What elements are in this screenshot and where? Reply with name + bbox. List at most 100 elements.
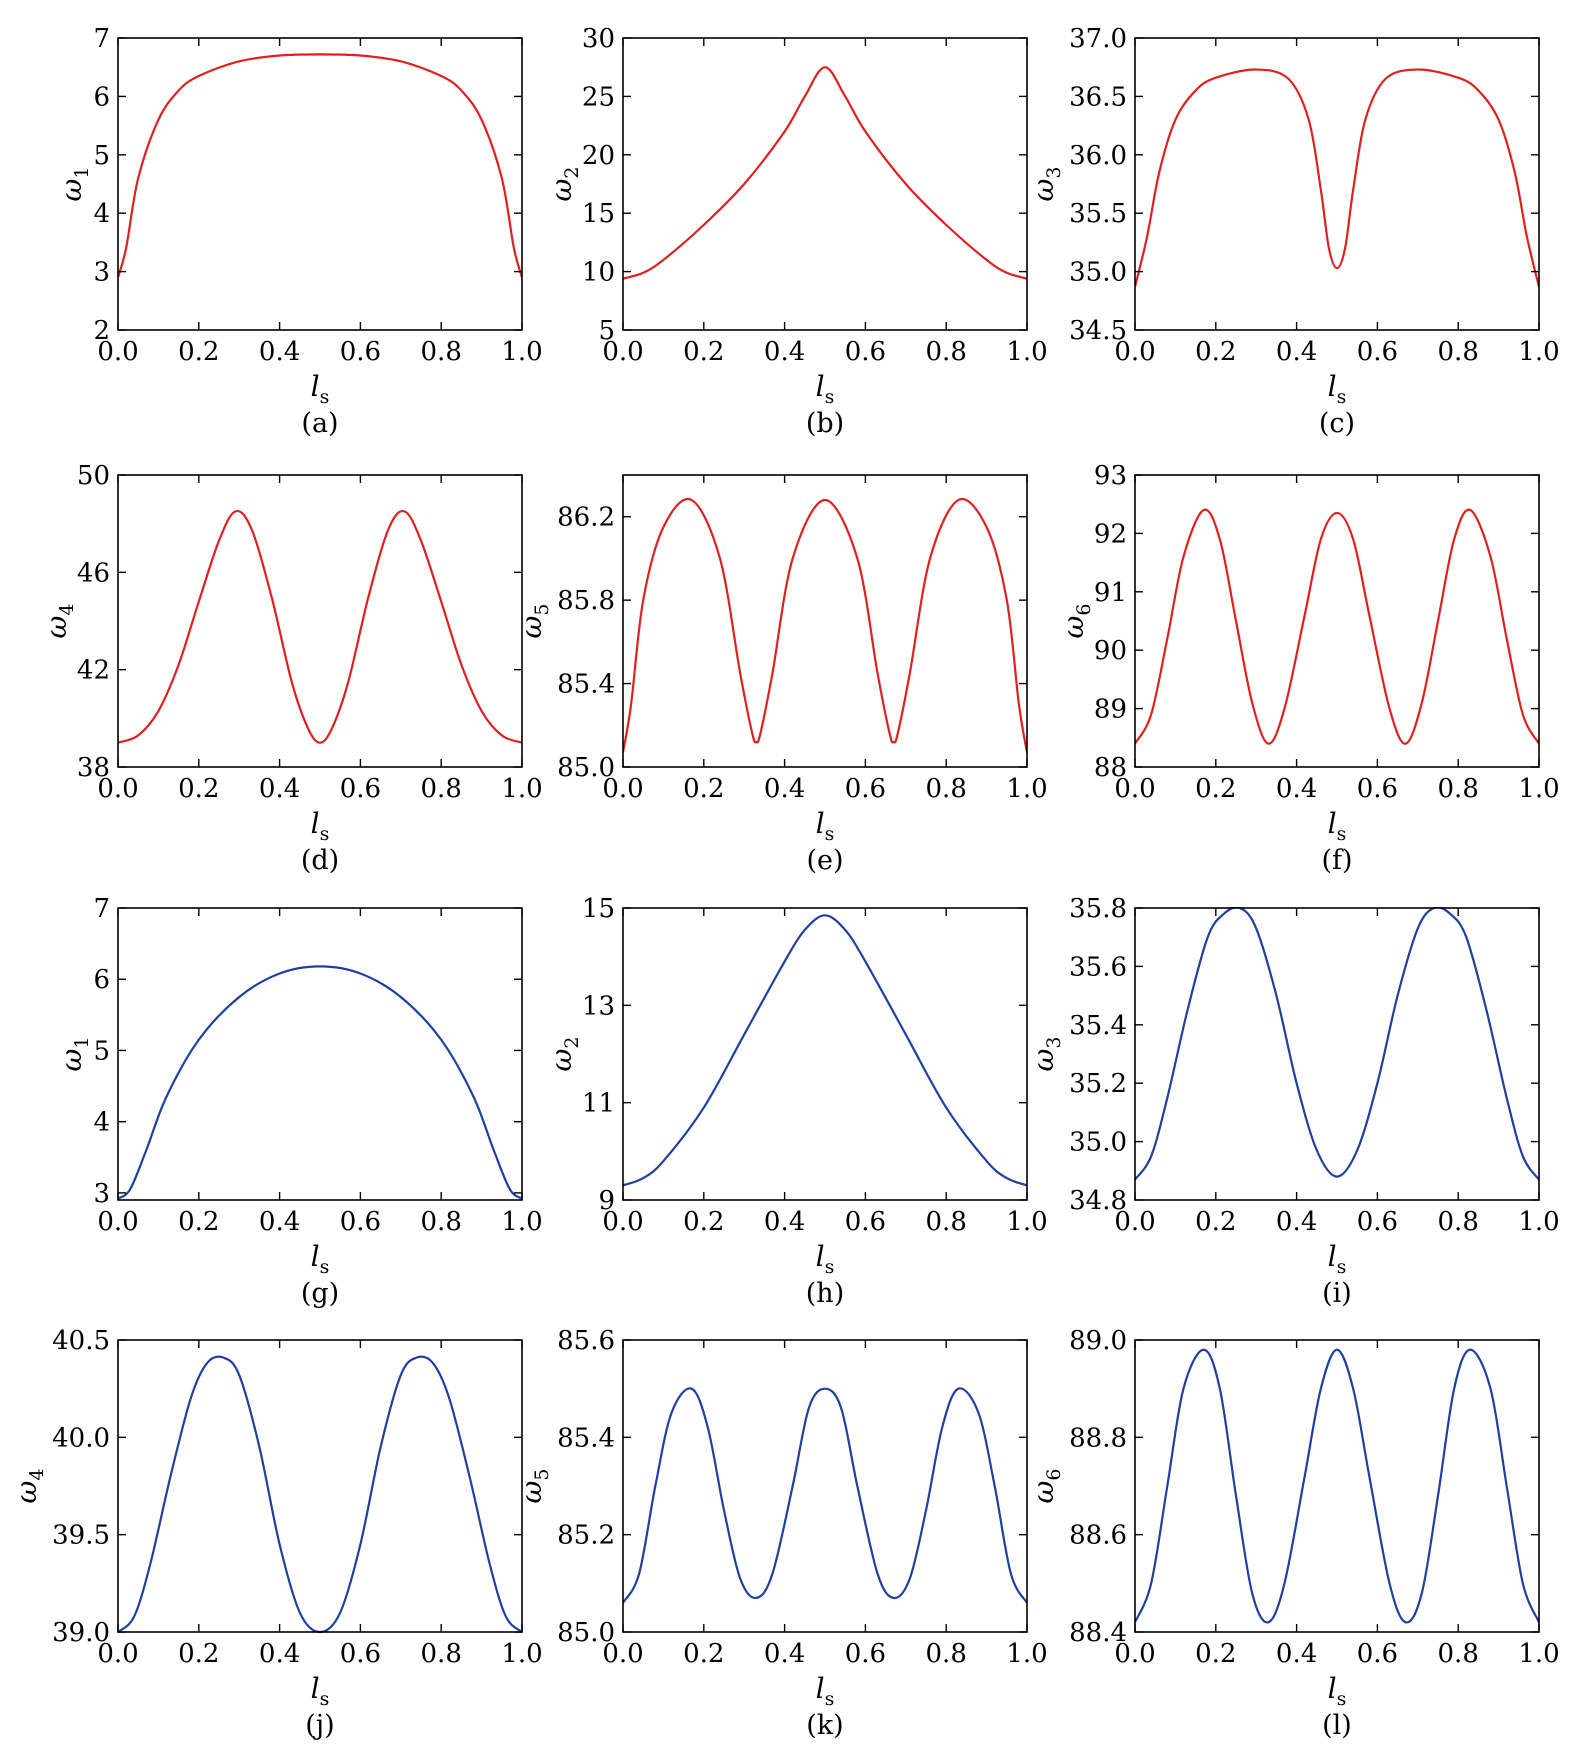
plot-frame xyxy=(1134,474,1540,768)
x-axis-label: ls xyxy=(311,807,330,845)
panel: 0.0 0.2 0.4 0.6 0.8 1.0 88 89 90 91 92 93 ls ω6 (f) xyxy=(1057,461,1560,876)
x-tick-label: 0.8 xyxy=(926,1639,967,1669)
y-axis-label: ω3 xyxy=(1027,167,1065,202)
x-tick-label: 1.0 xyxy=(501,1639,542,1669)
x-tick-label: 0.8 xyxy=(421,774,462,804)
series-line xyxy=(1135,1348,1539,1624)
y-tick-label: 85.2 xyxy=(557,1521,615,1551)
x-tick-label: 0.8 xyxy=(421,337,462,367)
panel-caption: (k) xyxy=(806,1710,843,1741)
plot-frame xyxy=(1134,907,1540,1201)
x-tick-label: 0.6 xyxy=(340,337,381,367)
x-tick-label: 1.0 xyxy=(501,337,542,367)
y-tick-label: 5 xyxy=(93,1036,110,1066)
x-tick-label: 0.4 xyxy=(259,1207,300,1237)
x-tick-label: 0.2 xyxy=(1195,1639,1236,1669)
x-tick-label: 1.0 xyxy=(501,1207,542,1237)
y-tick-label: 11 xyxy=(582,1089,615,1119)
x-tick-label: 0.2 xyxy=(178,1207,219,1237)
x-tick-label: 0.0 xyxy=(1114,1639,1155,1669)
y-axis-label: ω1 xyxy=(55,167,93,202)
x-axis-label: ls xyxy=(816,1240,835,1278)
x-tick-label: 0.2 xyxy=(683,337,724,367)
y-tick-label: 7 xyxy=(93,24,110,54)
y-axis-label: ω3 xyxy=(1027,1037,1065,1072)
x-tick-label: 1.0 xyxy=(1518,774,1559,804)
y-axis-label: ω2 xyxy=(545,1037,583,1072)
series-line xyxy=(623,66,1027,280)
y-tick-label: 7 xyxy=(93,894,110,924)
plot-frame xyxy=(117,37,523,331)
x-tick-label: 0.6 xyxy=(845,1207,886,1237)
y-tick-label: 88.8 xyxy=(1069,1423,1127,1453)
y-axis-label: ω1 xyxy=(55,1037,93,1072)
y-tick-label: 35.4 xyxy=(1069,1011,1127,1041)
panel: 0.0 0.2 0.4 0.6 0.8 1.0 85.0 85.2 85.4 85.6 ls ω5 (k… xyxy=(515,1326,1048,1741)
x-tick-label: 0.0 xyxy=(602,1207,643,1237)
x-tick-label: 0.0 xyxy=(97,1639,138,1669)
series-line xyxy=(1135,907,1539,1181)
x-tick-label: 1.0 xyxy=(501,774,542,804)
plot-frame xyxy=(622,907,1028,1201)
y-tick-label: 35.5 xyxy=(1069,199,1127,229)
x-axis-label: ls xyxy=(816,1672,835,1710)
y-axis-label: ω4 xyxy=(40,604,78,639)
y-tick-label: 13 xyxy=(582,991,615,1021)
x-tick-label: 0.4 xyxy=(259,337,300,367)
panel: 0.0 0.2 0.4 0.6 0.8 1.0 5 10 15 20 25 30 ls ω2 (b) xyxy=(545,24,1048,439)
panel-caption: (i) xyxy=(1322,1278,1352,1309)
x-tick-label: 0.2 xyxy=(1195,774,1236,804)
y-tick-label: 36.5 xyxy=(1069,82,1127,112)
panel-caption: (d) xyxy=(301,845,339,876)
x-tick-label: 0.6 xyxy=(340,1639,381,1669)
x-tick-label: 0.4 xyxy=(1276,774,1317,804)
x-tick-label: 0.2 xyxy=(1195,337,1236,367)
panel-caption: (h) xyxy=(806,1278,844,1309)
y-tick-label: 6 xyxy=(93,82,110,112)
y-tick-label: 10 xyxy=(582,258,615,288)
series-line xyxy=(623,1387,1027,1604)
y-tick-label: 42 xyxy=(77,656,110,686)
x-tick-label: 1.0 xyxy=(1006,1639,1047,1669)
y-tick-label: 34.8 xyxy=(1069,1186,1127,1216)
panel: 0.0 0.2 0.4 0.6 0.8 1.0 34.5 35.0 35.5 36.0 36.5 37… xyxy=(1027,24,1560,439)
y-tick-label: 89 xyxy=(1094,695,1127,725)
y-tick-label: 9 xyxy=(598,1186,615,1216)
x-tick-label: 0.0 xyxy=(602,337,643,367)
y-tick-label: 35.6 xyxy=(1069,952,1127,982)
x-tick-label: 0.2 xyxy=(178,337,219,367)
series-line xyxy=(1135,508,1539,745)
x-tick-label: 0.4 xyxy=(764,337,805,367)
plot-frame xyxy=(117,907,523,1201)
y-tick-label: 50 xyxy=(77,461,110,491)
x-tick-label: 0.0 xyxy=(97,774,138,804)
panel-caption: (b) xyxy=(806,408,844,439)
y-tick-label: 88.4 xyxy=(1069,1618,1127,1648)
panel: 0.0 0.2 0.4 0.6 0.8 1.0 38 42 46 50 ls ω4 (d) xyxy=(40,461,543,876)
panel-caption: (c) xyxy=(1319,408,1355,439)
y-tick-label: 5 xyxy=(598,316,615,346)
x-tick-label: 0.0 xyxy=(1114,1207,1155,1237)
series-line xyxy=(118,1355,522,1633)
y-tick-label: 92 xyxy=(1094,519,1127,549)
x-tick-label: 0.8 xyxy=(421,1639,462,1669)
panel-caption: (j) xyxy=(305,1710,334,1741)
panel-caption: (g) xyxy=(301,1278,339,1309)
y-tick-label: 85.4 xyxy=(557,670,615,700)
y-tick-label: 3 xyxy=(93,1179,110,1209)
x-tick-label: 0.0 xyxy=(602,1639,643,1669)
y-tick-label: 85.4 xyxy=(557,1423,615,1453)
x-tick-label: 0.4 xyxy=(259,774,300,804)
plot-frame xyxy=(1134,1339,1540,1633)
x-tick-label: 0.6 xyxy=(1357,1207,1398,1237)
plot-frame xyxy=(1134,37,1540,331)
y-tick-label: 4 xyxy=(93,199,110,229)
y-tick-label: 4 xyxy=(93,1108,110,1138)
x-tick-label: 0.2 xyxy=(683,1639,724,1669)
panel-caption: (e) xyxy=(806,845,843,876)
x-axis-label: ls xyxy=(311,1672,330,1710)
x-tick-label: 0.4 xyxy=(1276,337,1317,367)
y-tick-label: 3 xyxy=(93,258,110,288)
panel: 0.0 0.2 0.4 0.6 0.8 1.0 3 4 5 6 7 ls ω1 (g) xyxy=(55,894,543,1309)
y-tick-label: 90 xyxy=(1094,636,1127,666)
